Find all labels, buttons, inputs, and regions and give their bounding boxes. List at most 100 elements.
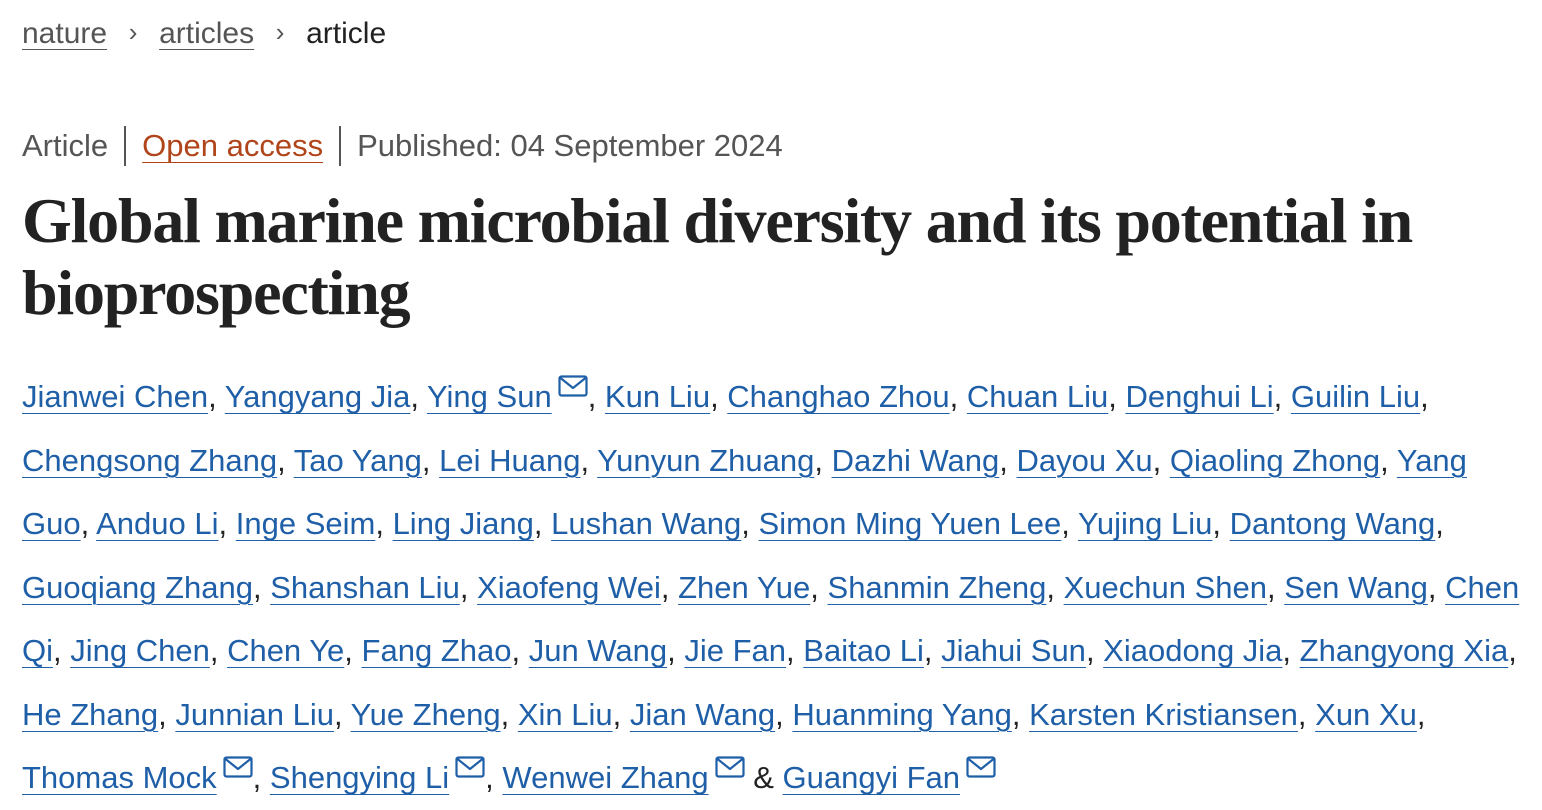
- author-separator: ,: [375, 506, 393, 541]
- published-date: Published: 04 September 2024: [357, 128, 783, 163]
- author-link[interactable]: Chen Ye: [227, 633, 345, 668]
- author-link[interactable]: Yunyun Zhuang: [597, 442, 815, 478]
- author-separator: ,: [209, 633, 228, 668]
- article-title: Global marine microbial diversity and it…: [22, 185, 1413, 328]
- author-separator: &: [744, 760, 783, 795]
- author-separator: ,: [1380, 442, 1397, 478]
- author-separator: ,: [533, 506, 552, 541]
- author-link[interactable]: Chuan Liu: [966, 379, 1109, 414]
- author-link[interactable]: Thomas Mock: [22, 760, 217, 795]
- author-link[interactable]: Chen Qi: [22, 569, 1520, 669]
- author-separator: ,: [1427, 569, 1446, 605]
- author-separator: ,: [667, 633, 685, 668]
- author-link[interactable]: Anduo Li: [96, 506, 219, 541]
- author-separator: ,: [218, 506, 236, 541]
- author-link[interactable]: Huanming Yang: [792, 696, 1012, 732]
- author-link[interactable]: Chengsong Zhang: [22, 442, 278, 478]
- author-link[interactable]: Ying Sun: [427, 379, 552, 414]
- author-link[interactable]: Junnian Liu: [175, 696, 334, 732]
- author-link[interactable]: Tao Yang: [293, 442, 422, 478]
- author-separator: ,: [1435, 506, 1444, 541]
- author-link[interactable]: Dantong Wang: [1229, 506, 1436, 541]
- author-separator: ,: [1011, 696, 1030, 732]
- author-link[interactable]: Zhen Yue: [678, 569, 811, 605]
- breadcrumb-current: article: [306, 17, 387, 50]
- author-link[interactable]: Guangyi Fan: [782, 760, 961, 795]
- author-link[interactable]: Shengying Li: [269, 760, 450, 795]
- mail-icon[interactable]: [715, 756, 745, 778]
- author-link[interactable]: Wenwei Zhang: [502, 760, 709, 795]
- author-link[interactable]: Guilin Liu: [1290, 379, 1421, 414]
- mail-icon[interactable]: [455, 756, 485, 778]
- author-separator: ,: [786, 633, 804, 668]
- author-separator: ,: [500, 696, 518, 732]
- author-link[interactable]: Simon Ming Yuen Lee: [758, 506, 1062, 541]
- author-link[interactable]: Sen Wang: [1284, 569, 1428, 605]
- author-link[interactable]: Jie Fan: [684, 633, 787, 668]
- author-link[interactable]: Ling Jiang: [392, 506, 534, 541]
- author-separator: ,: [1508, 633, 1517, 668]
- author-separator: ,: [277, 442, 294, 478]
- author-separator: ,: [421, 442, 440, 478]
- author-separator: ,: [252, 569, 271, 605]
- author-separator: ,: [333, 696, 351, 732]
- author-separator: ,: [1212, 506, 1230, 541]
- author-link[interactable]: Lushan Wang: [551, 506, 742, 541]
- author-separator: ,: [459, 569, 478, 605]
- author-link[interactable]: Jun Wang: [528, 633, 668, 668]
- author-link[interactable]: Jianwei Chen: [22, 379, 209, 414]
- author-separator: ,: [1416, 696, 1426, 732]
- breadcrumb-separator: ›: [275, 17, 285, 47]
- author-separator: ,: [1420, 379, 1429, 414]
- author-link[interactable]: Shanmin Zheng: [827, 569, 1047, 605]
- author-link[interactable]: Xin Liu: [517, 696, 613, 732]
- breadcrumb-link-articles[interactable]: articles: [159, 17, 255, 50]
- author-link[interactable]: Xuechun Shen: [1063, 569, 1268, 605]
- open-access-link[interactable]: Open access: [142, 128, 324, 163]
- author-separator: ,: [485, 760, 503, 795]
- meta-divider: [339, 126, 342, 166]
- author-separator: ,: [814, 442, 832, 478]
- author-separator: ,: [53, 633, 71, 668]
- author-link[interactable]: Yue Zheng: [350, 696, 501, 732]
- author-link[interactable]: Qiaoling Zhong: [1169, 442, 1381, 478]
- author-link[interactable]: Yujing Liu: [1077, 506, 1213, 541]
- author-link[interactable]: Lei Huang: [439, 442, 581, 478]
- author-link[interactable]: Changhao Zhou: [727, 379, 950, 414]
- mail-icon[interactable]: [966, 756, 996, 778]
- author-link[interactable]: Xiaofeng Wei: [477, 569, 661, 605]
- author-separator: ,: [1108, 379, 1126, 414]
- meta-divider: [124, 126, 127, 166]
- author-link[interactable]: Xun Xu: [1315, 696, 1417, 732]
- article-meta: Article Open access Published: 04 Septem…: [22, 125, 783, 167]
- author-separator: ,: [344, 633, 362, 668]
- breadcrumb-separator: ›: [128, 17, 138, 47]
- article-type: Article: [22, 128, 109, 163]
- author-link[interactable]: Xiaodong Jia: [1103, 633, 1283, 668]
- author-separator: ,: [1282, 633, 1300, 668]
- author-separator: ,: [949, 379, 967, 414]
- author-link[interactable]: Shanshan Liu: [270, 569, 460, 605]
- author-link[interactable]: Yang Guo: [22, 442, 1467, 542]
- author-link[interactable]: Inge Seim: [235, 506, 376, 541]
- author-link[interactable]: Fang Zhao: [361, 633, 512, 668]
- author-separator: ,: [80, 506, 97, 541]
- author-link[interactable]: Denghui Li: [1125, 379, 1274, 414]
- author-link[interactable]: Jing Chen: [70, 633, 210, 668]
- author-link[interactable]: Baitao Li: [803, 633, 924, 668]
- author-link[interactable]: Jian Wang: [629, 696, 776, 732]
- author-link[interactable]: Yangyang Jia: [224, 379, 411, 414]
- mail-icon[interactable]: [558, 375, 588, 397]
- author-separator: ,: [923, 633, 942, 668]
- author-link[interactable]: Dazhi Wang: [831, 442, 1000, 478]
- author-link[interactable]: Karsten Kristiansen: [1029, 696, 1298, 732]
- mail-icon[interactable]: [223, 756, 253, 778]
- author-link[interactable]: He Zhang: [22, 696, 159, 732]
- author-link[interactable]: Guoqiang Zhang: [22, 569, 253, 605]
- author-link[interactable]: Kun Liu: [604, 379, 711, 414]
- author-list: Jianwei Chen, Yangyang Jia, Ying Sun, Ku…: [22, 365, 1522, 810]
- author-link[interactable]: Dayou Xu: [1016, 442, 1153, 478]
- author-link[interactable]: Jiahui Sun: [941, 633, 1086, 668]
- breadcrumb-link-nature[interactable]: nature: [22, 17, 108, 50]
- author-link[interactable]: Zhangyong Xia: [1299, 633, 1509, 668]
